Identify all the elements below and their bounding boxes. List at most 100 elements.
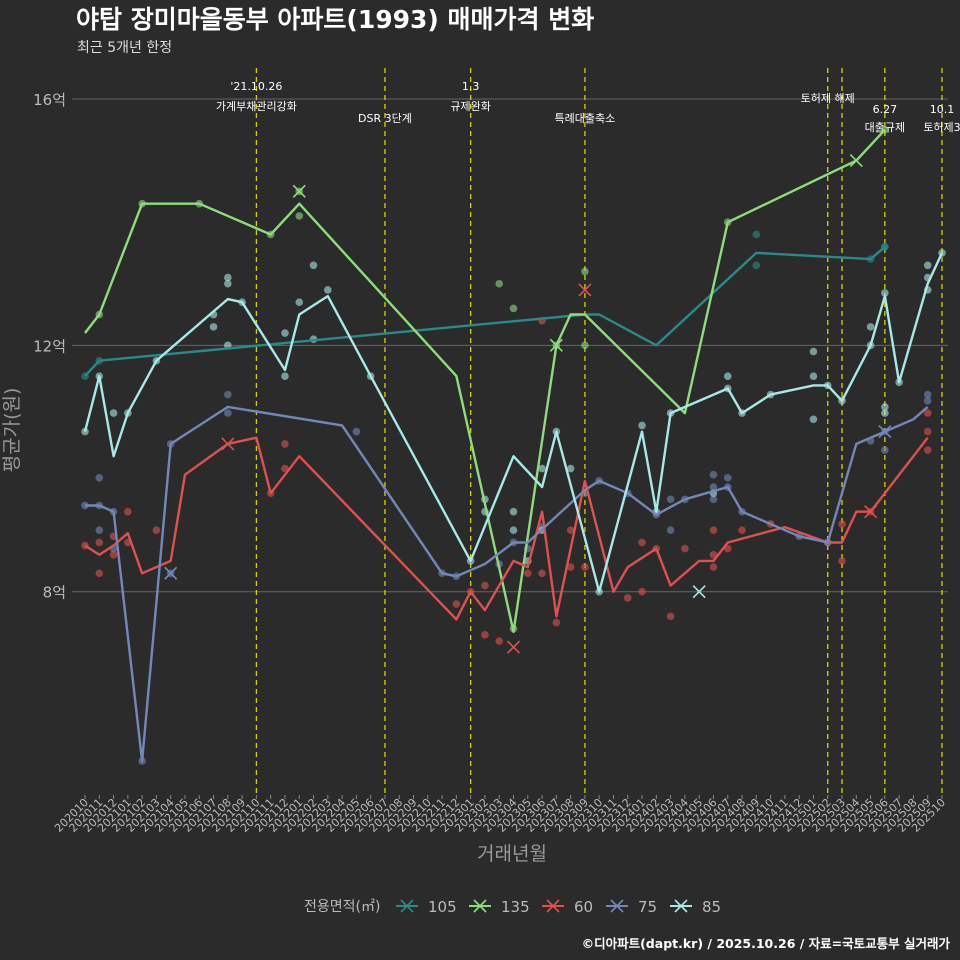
data-point-75	[224, 409, 232, 417]
data-point-60	[452, 600, 461, 608]
data-point-85	[723, 372, 732, 380]
data-point-85	[538, 464, 546, 473]
chart-subtitle: 최근 5개년 한정	[77, 40, 172, 56]
data-point-85	[209, 323, 218, 331]
data-point-60	[281, 440, 289, 448]
data-point-60	[152, 526, 161, 534]
data-point-85	[509, 507, 518, 516]
legend-label-135: 135	[501, 898, 530, 916]
data-point-75	[923, 396, 932, 405]
data-point-85	[324, 286, 332, 294]
x-marker-60	[506, 640, 521, 654]
legend: 105 135 60 75 85	[396, 898, 721, 916]
data-point-135	[295, 212, 304, 220]
event-label: 특례대출축소	[555, 112, 616, 125]
source-caption: ©디아파트(dapt.kr) / 2025.10.26 / 자료=국토교통부 실…	[582, 936, 951, 951]
data-point-75	[224, 390, 232, 399]
legend-label-60: 60	[574, 898, 593, 916]
data-point-75	[709, 470, 718, 479]
x-marker-85	[692, 585, 706, 599]
data-point-60	[95, 538, 104, 547]
data-point-60	[709, 526, 718, 534]
data-point-85	[866, 323, 875, 331]
data-point-85	[881, 403, 889, 411]
data-point-60	[709, 563, 718, 571]
x-marker-135	[292, 184, 306, 198]
data-point-60	[581, 563, 589, 571]
legend-label-75: 75	[638, 898, 657, 916]
data-point-85	[109, 409, 118, 417]
data-point-60	[481, 631, 489, 639]
data-point-105	[752, 230, 761, 239]
data-point-135	[581, 341, 589, 350]
data-point-60	[95, 569, 104, 578]
series-line-75	[85, 405, 929, 763]
event-label-line2: 토허제3	[923, 121, 960, 134]
data-point-60	[923, 427, 932, 436]
event-label: '21.10.26	[230, 80, 282, 93]
data-point-60	[838, 557, 846, 565]
data-point-60	[923, 409, 932, 417]
data-point-60	[838, 520, 846, 528]
data-point-85	[566, 464, 575, 473]
plot-area: 8억12억16억20201020201120201220210120210220…	[33, 68, 960, 835]
legend-key-x-75	[610, 899, 624, 913]
data-point-85	[309, 261, 318, 270]
data-point-85	[295, 298, 304, 307]
event-label: 토허제 해제	[801, 91, 855, 105]
series-line-105	[84, 245, 886, 377]
event-label: 6.27	[873, 103, 898, 116]
data-point-135	[495, 279, 504, 288]
event-label: 1.3	[462, 80, 480, 93]
event-label-line2: 규제완화	[450, 100, 490, 113]
data-point-60	[623, 594, 632, 602]
legend-key-x-60	[546, 899, 560, 913]
series-line-85	[83, 252, 944, 593]
data-point-75	[352, 427, 361, 436]
legend-label-105: 105	[428, 898, 457, 916]
series-line-135	[84, 128, 886, 633]
data-point-60	[681, 544, 689, 553]
legend-label-85: 85	[702, 898, 721, 916]
data-point-85	[281, 329, 289, 337]
data-point-75	[881, 446, 889, 454]
legend-key-x-135	[473, 899, 487, 913]
x-marker-135	[549, 338, 563, 352]
data-point-75	[95, 473, 104, 482]
data-point-85	[809, 372, 818, 380]
series-line-60	[84, 436, 929, 621]
data-point-85	[881, 289, 889, 297]
data-point-75	[923, 390, 932, 399]
data-point-105	[752, 261, 761, 270]
legend-key-x-105	[400, 899, 414, 913]
data-point-60	[523, 569, 532, 578]
data-point-60	[124, 507, 132, 516]
data-point-85	[809, 415, 818, 424]
data-point-60	[566, 526, 575, 534]
data-point-85	[224, 273, 232, 282]
x-marker-135	[849, 153, 863, 168]
y-tick-label: 8억	[43, 584, 66, 602]
event-label: 10.1	[930, 103, 955, 116]
data-point-135	[581, 267, 589, 276]
data-point-60	[538, 569, 546, 578]
data-point-60	[738, 526, 746, 534]
event-label-line2: 가계부채관리강화	[216, 100, 297, 113]
data-point-85	[638, 421, 646, 430]
x-marker-60	[578, 283, 592, 297]
data-point-60	[923, 446, 932, 454]
x-marker-75	[164, 566, 178, 580]
data-point-60	[552, 618, 561, 627]
data-point-135	[509, 304, 518, 313]
data-point-75	[709, 483, 718, 491]
data-point-60	[638, 587, 646, 596]
data-point-85	[923, 261, 932, 270]
data-point-60	[109, 550, 118, 559]
legend-key-x-85	[674, 899, 688, 913]
data-point-75	[709, 495, 718, 504]
data-point-75	[95, 526, 104, 534]
data-point-75	[666, 526, 675, 534]
y-axis-title: 평균가(원)	[1, 388, 23, 473]
x-axis-title: 거래년월	[477, 843, 547, 865]
data-point-75	[723, 473, 732, 482]
